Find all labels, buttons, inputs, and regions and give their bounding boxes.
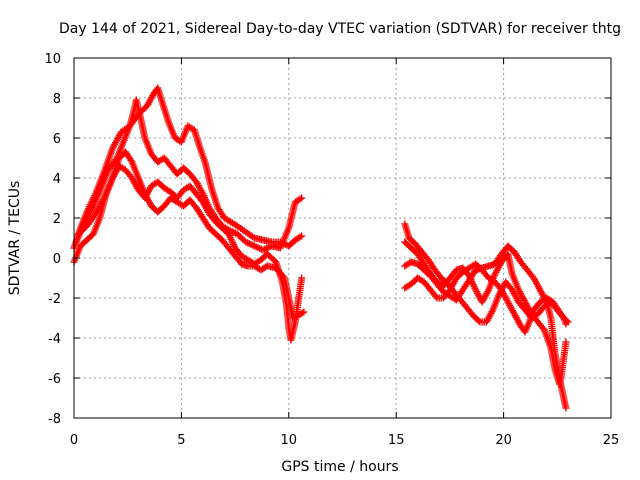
y-tick-label: -2 <box>48 292 61 307</box>
plot-frame <box>73 57 612 419</box>
x-tick-label: 0 <box>70 433 78 448</box>
y-tick-label: 6 <box>53 132 61 147</box>
data-point <box>296 195 304 203</box>
series-track-g <box>401 242 570 412</box>
x-tick-label: 20 <box>495 433 512 448</box>
data-point <box>298 274 306 282</box>
data-point <box>300 308 308 316</box>
x-tick-label: 25 <box>603 433 620 448</box>
data-points <box>70 84 572 412</box>
data-point <box>562 404 570 412</box>
y-tick-label: -6 <box>48 372 61 387</box>
chart-title: Day 144 of 2021, Sidereal Day-to-day VTE… <box>59 21 621 37</box>
y-tick-label: 0 <box>53 252 61 267</box>
y-tick-label: -8 <box>48 412 61 427</box>
data-point <box>298 232 306 240</box>
x-tick-label: 10 <box>281 433 298 448</box>
data-point <box>475 317 483 325</box>
series-track-h <box>401 260 572 336</box>
x-axis-ticks: 0 5 10 15 20 25 <box>70 58 619 448</box>
y-tick-label: 8 <box>53 92 61 107</box>
y-tick-label: 4 <box>53 172 61 187</box>
data-point <box>296 233 304 241</box>
data-point <box>564 318 572 326</box>
series-track-d <box>70 162 306 344</box>
x-tick-label: 15 <box>388 433 405 448</box>
y-axis-label: SDTVAR / TECUs <box>7 181 23 296</box>
data-point <box>432 292 440 300</box>
y-tick-label: 2 <box>53 212 61 227</box>
data-point <box>539 324 547 332</box>
series-track-f <box>401 238 570 388</box>
y-axis-ticks: -8 -6 -4 -2 0 2 4 6 8 10 <box>44 52 611 427</box>
series-track-c <box>74 148 308 322</box>
data-point <box>563 317 571 325</box>
x-tick-label: 5 <box>177 433 185 448</box>
x-axis-label: GPS time / hours <box>281 459 398 475</box>
y-tick-label: -4 <box>48 332 61 347</box>
series-track-a <box>70 84 306 252</box>
data-point <box>562 338 570 346</box>
data-point <box>298 194 306 202</box>
series-track-b <box>72 96 306 254</box>
grid-lines <box>74 58 611 418</box>
y-tick-label: 10 <box>44 52 61 67</box>
